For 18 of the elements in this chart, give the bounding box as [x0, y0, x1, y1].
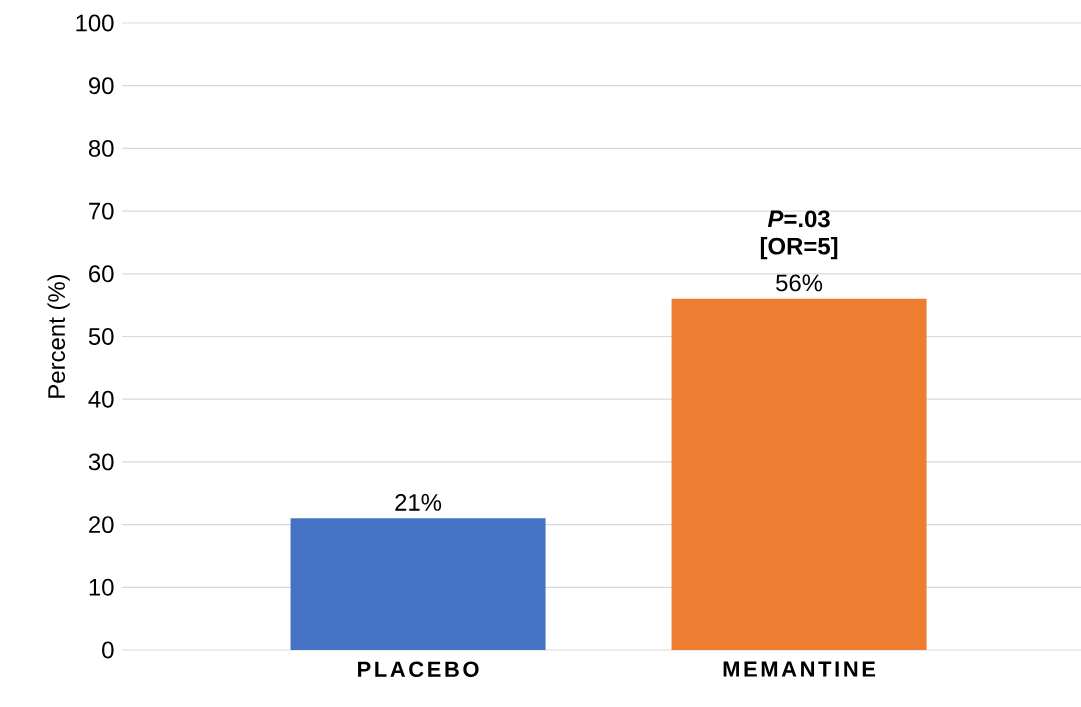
y-tick-label: 10 [89, 578, 114, 596]
data-label: 56% [776, 274, 823, 292]
y-tick-label: 90 [89, 77, 114, 95]
annotation: [OR=5] [760, 237, 838, 260]
y-tick-label: 80 [88, 139, 114, 157]
x-tick-label: MEMANTINE [723, 661, 876, 677]
x-tick-label: PLACEBO [358, 661, 479, 678]
y-tick-label: 40 [88, 390, 114, 408]
y-tick-label: 0 [102, 641, 114, 659]
y-tick-label: 50 [88, 328, 114, 345]
y-tick-label: 20 [89, 516, 114, 534]
data-label: 21% [395, 493, 442, 511]
y-tick-label: 70 [89, 202, 114, 220]
y-tick-label: 60 [89, 265, 114, 283]
y-axis-title: Percent (%) [47, 274, 70, 398]
y-tick-label: 30 [88, 453, 114, 471]
y-tick-label: 100 [76, 14, 114, 32]
annotation: P=.03 [767, 210, 830, 228]
